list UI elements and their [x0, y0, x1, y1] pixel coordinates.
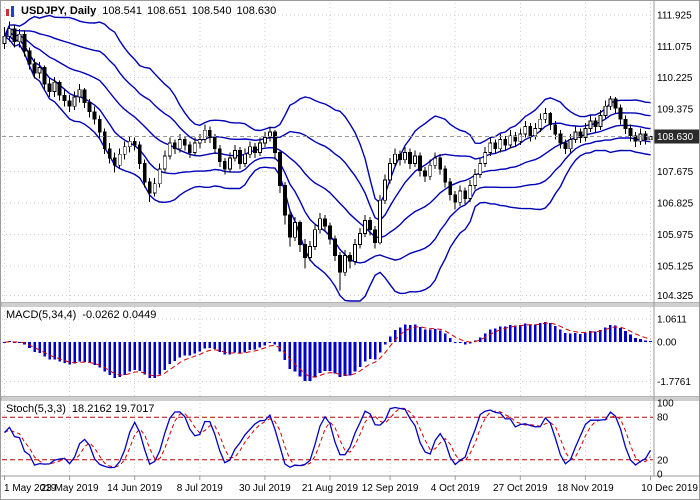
macd-header: MACD(5,34,4) -0.0262 0.0449	[6, 309, 156, 321]
close-value: 108.630	[236, 5, 277, 17]
stoch-axis-label: 0	[657, 470, 663, 481]
price-axis-label: 105.975	[657, 230, 694, 241]
macd-histogram	[3, 321, 652, 382]
current-price-tag: 108.630	[654, 129, 699, 144]
macd-axis-label: 1.0611	[657, 314, 687, 325]
stoch-axis-label: 80	[657, 413, 669, 424]
macd-label: MACD(5,34,4)	[6, 309, 77, 321]
low-value: 108.540	[191, 5, 232, 17]
date-axis-label: 12 Sep 2019	[362, 483, 419, 494]
candlestick-series	[2, 21, 653, 291]
price-axis-label: 105.125	[657, 261, 694, 272]
stoch-axis-label: 100	[657, 399, 674, 410]
stoch-axis-label: 20	[657, 455, 669, 466]
grid	[2, 3, 653, 476]
macd-values: -0.0262 0.0449	[82, 309, 157, 321]
date-axis-label: 18 Nov 2019	[557, 483, 614, 494]
instrument-icon	[6, 5, 15, 17]
price-axis-label: 106.825	[657, 199, 694, 210]
bollinger-bands	[3, 14, 651, 302]
stoch-levels	[2, 416, 653, 461]
ohlc-values: 108.541 108.651 108.540 108.630	[102, 5, 276, 17]
date-axis-label: 27 Oct 2019	[493, 483, 548, 494]
high-value: 108.651	[146, 5, 187, 17]
macd-axis-label: -1.7761	[657, 377, 691, 388]
macd-axis-label: 0.00	[657, 338, 677, 349]
price-axis[interactable]: 111.925 111.075 110.225 109.375 107.675 106.8…	[657, 10, 694, 480]
panel-separators[interactable]	[1, 1, 700, 477]
date-axis-label: 23 May 2019	[41, 483, 99, 494]
date-axis-label: 1 May 2019	[4, 483, 57, 494]
open-value: 108.541	[102, 5, 142, 17]
date-axis-label: 30 Jul 2019	[239, 483, 291, 494]
date-axis-label: 14 Jun 2019	[107, 483, 162, 494]
stoch-main-line	[4, 406, 652, 469]
price-axis-label: 109.375	[657, 105, 694, 116]
chart-header: USDJPY, Daily 108.541 108.651 108.540 10…	[6, 5, 276, 17]
stoch-header: Stoch(5,3,3) 18.2162 19.7017	[6, 403, 155, 415]
date-axis-label: 4 Oct 2019	[431, 483, 480, 494]
date-axis-label: 8 Jul 2019	[177, 483, 224, 494]
date-axis-label: 10 Dec 2019	[641, 483, 698, 494]
price-axis-label: 111.075	[657, 42, 692, 53]
stoch-signal-line	[4, 407, 651, 468]
macd-signal-line	[4, 322, 651, 378]
stoch-values: 18.2162 19.7017	[71, 403, 155, 415]
price-axis-label: 107.675	[657, 167, 694, 178]
svg-text:108.630: 108.630	[657, 132, 694, 143]
price-axis-label: 110.225	[657, 73, 693, 84]
date-axis-label: 21 Aug 2019	[302, 483, 359, 494]
symbol-timeframe-label: USDJPY, Daily	[21, 5, 97, 17]
stoch-label: Stoch(5,3,3)	[6, 403, 66, 415]
price-axis-label: 111.925	[657, 10, 692, 21]
price-axis-label: 104.325	[657, 291, 694, 302]
